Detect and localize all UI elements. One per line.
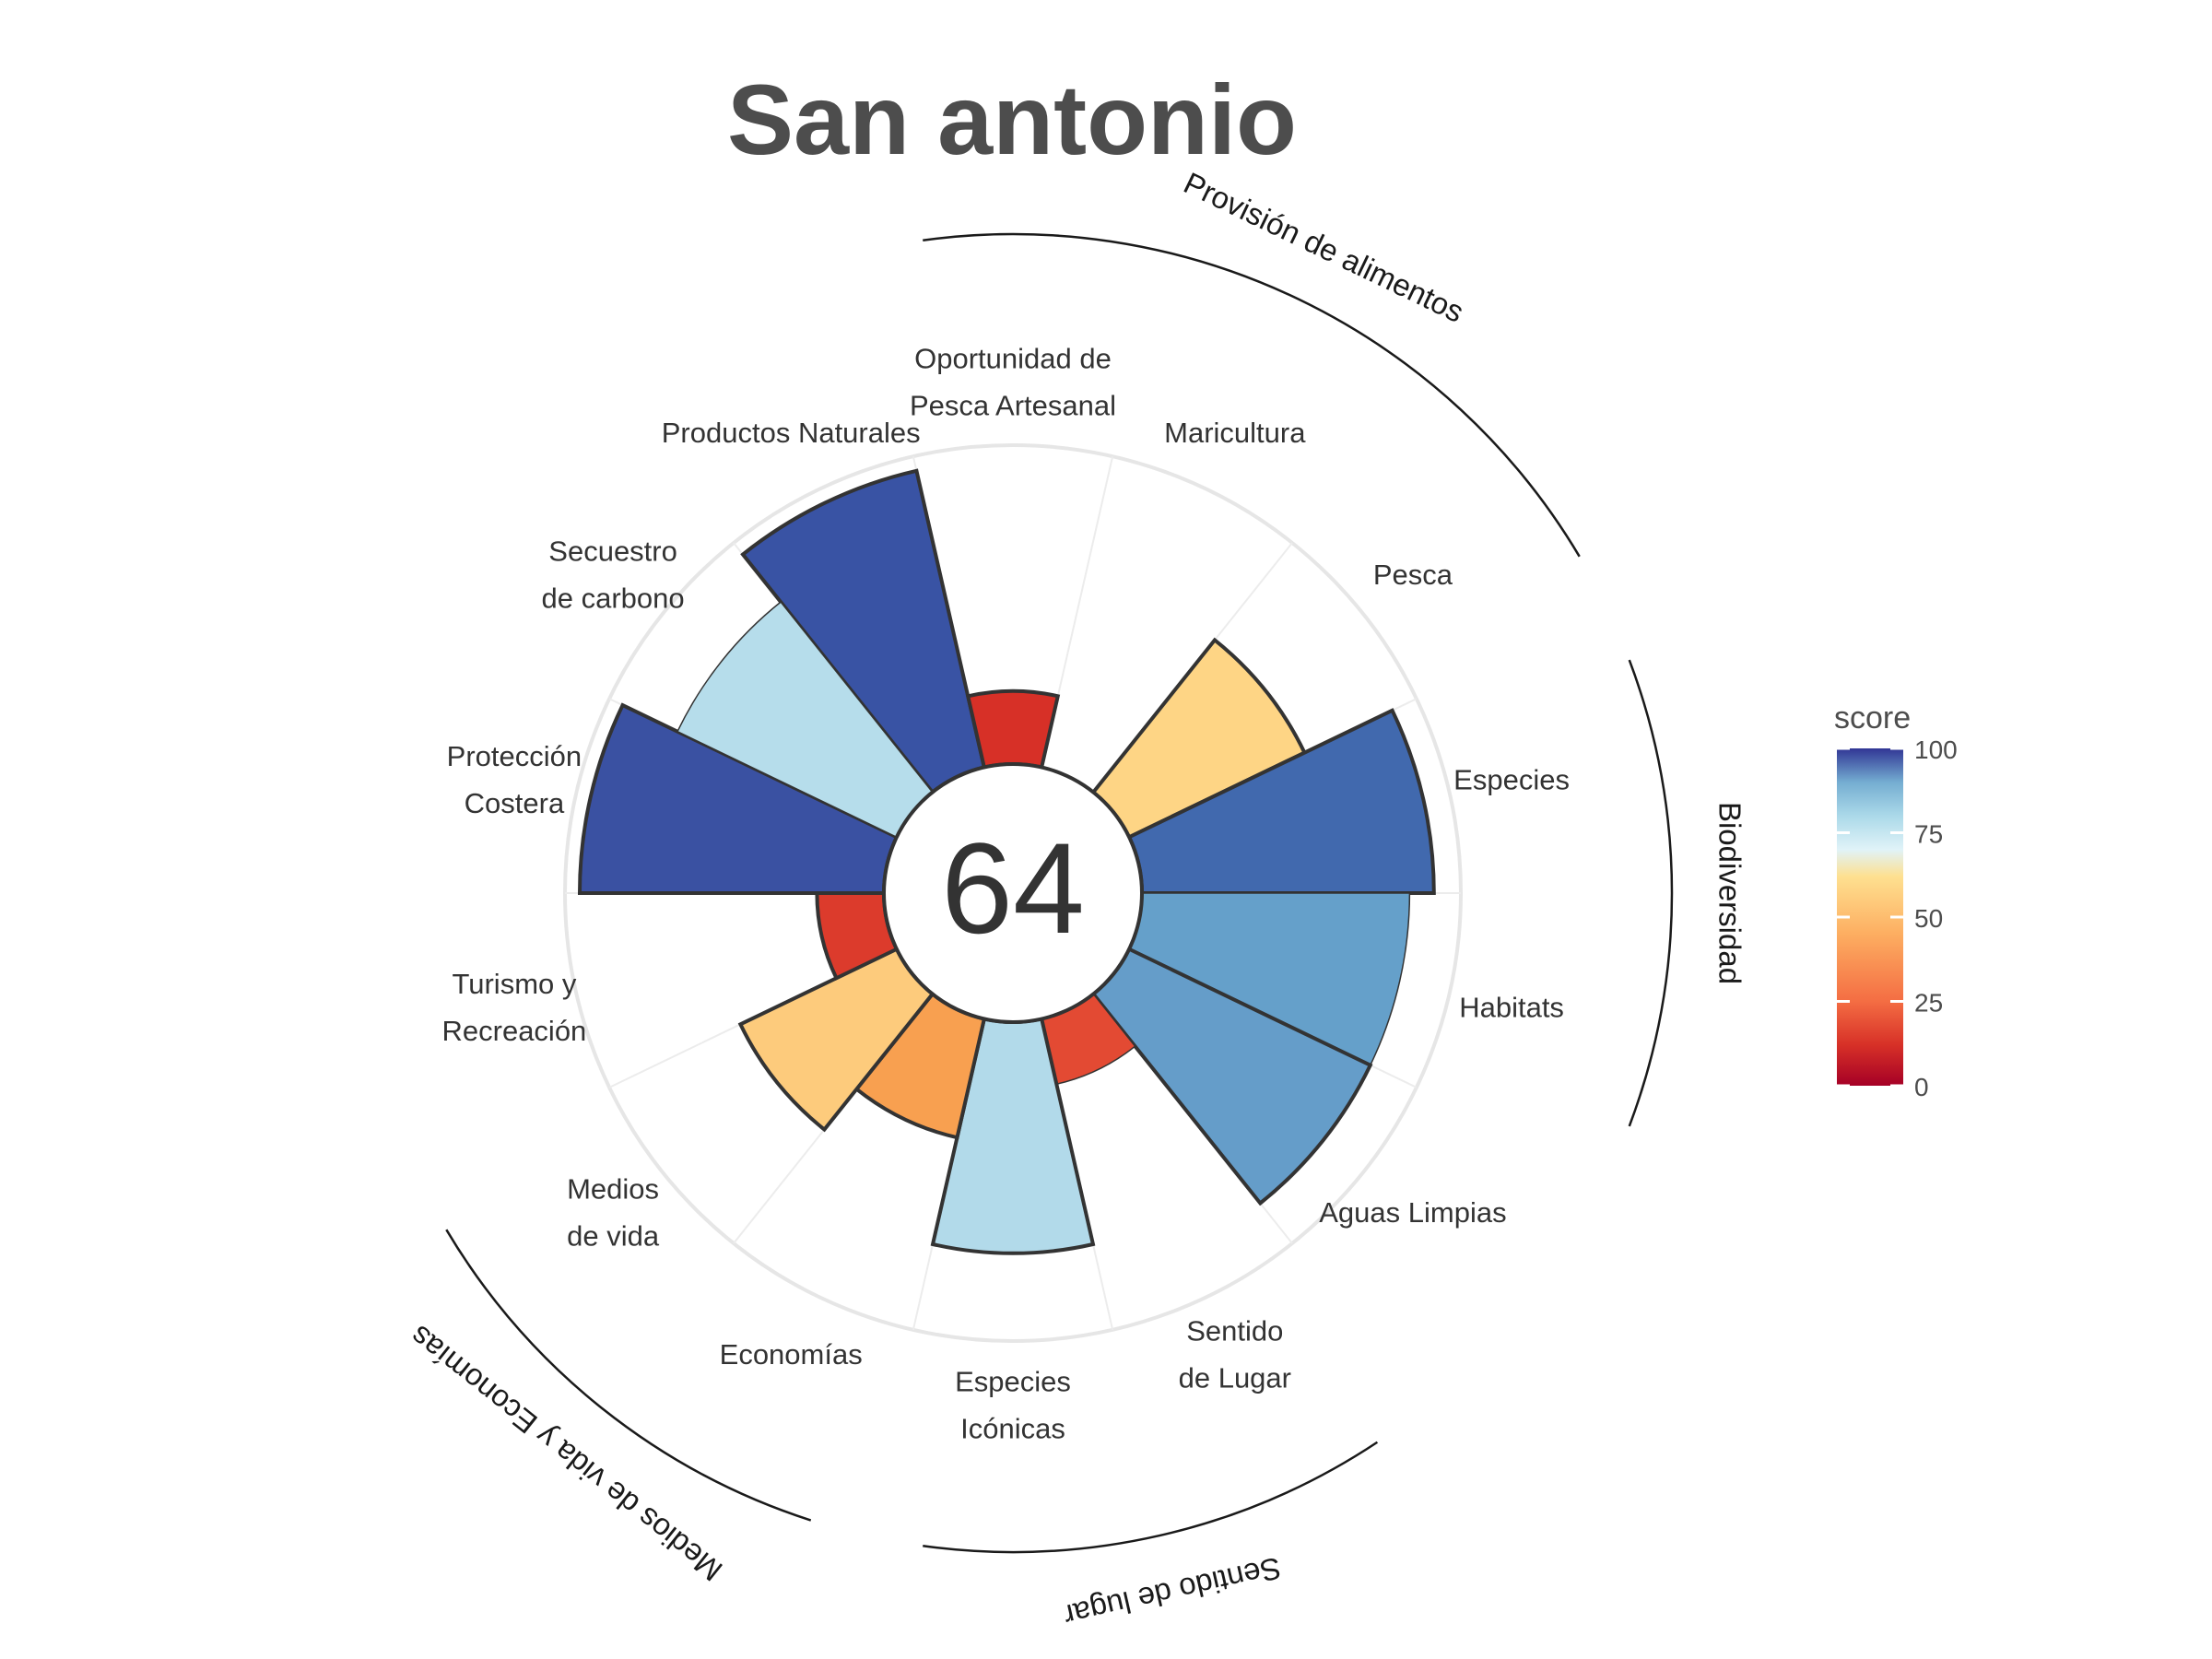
legend-tick-label: 0 xyxy=(1914,1073,1929,1101)
legend-tick-label: 50 xyxy=(1914,904,1943,933)
legend-tick-label: 25 xyxy=(1914,989,1943,1018)
petal-label: Especies Icónicas xyxy=(955,1366,1071,1445)
group-label: Provisión de alimentos xyxy=(1179,166,1469,329)
group-label: Medios de vida y Economías xyxy=(404,1319,729,1588)
petal-label: Pesca xyxy=(1373,559,1453,591)
group-label: Sentido de lugar xyxy=(1061,1551,1285,1634)
center-circle xyxy=(882,762,1144,1024)
petal-label: Habitats xyxy=(1459,991,1564,1023)
score-legend: score 0 25 50 75 100 xyxy=(1834,700,1958,1101)
group-label: Biodiversidad xyxy=(1712,802,1747,984)
petal-label: Turismo y Recreación xyxy=(442,968,587,1047)
legend-tick-label: 100 xyxy=(1914,735,1958,764)
petal-label: Aguas Limpias xyxy=(1319,1196,1506,1229)
legend-tick-label: 75 xyxy=(1914,820,1943,849)
group-arc xyxy=(923,1441,1379,1554)
center-score: 64 xyxy=(941,816,1085,960)
group-arc xyxy=(923,232,1581,558)
petal-label: Especies xyxy=(1453,764,1570,796)
group-arc xyxy=(445,1229,812,1522)
petal-label: Oportunidad de Pesca Artesanal xyxy=(910,343,1116,422)
petal-label: Productos Naturales xyxy=(662,417,921,449)
petal-label: Maricultura xyxy=(1164,417,1306,449)
petal-label: Protección Costera xyxy=(447,740,582,819)
group-arc xyxy=(1628,659,1674,1127)
chart-title: San antonio xyxy=(727,64,1297,175)
petal-label: Economías xyxy=(720,1338,863,1371)
petal-bar xyxy=(965,688,1061,770)
petal-label: Sentido de Lugar xyxy=(1179,1315,1291,1394)
petal-label: Secuestro de carbono xyxy=(542,535,685,614)
petals xyxy=(577,468,1436,1255)
legend-title: score xyxy=(1834,700,1911,735)
petal-label: Medios de vida xyxy=(567,1173,660,1253)
